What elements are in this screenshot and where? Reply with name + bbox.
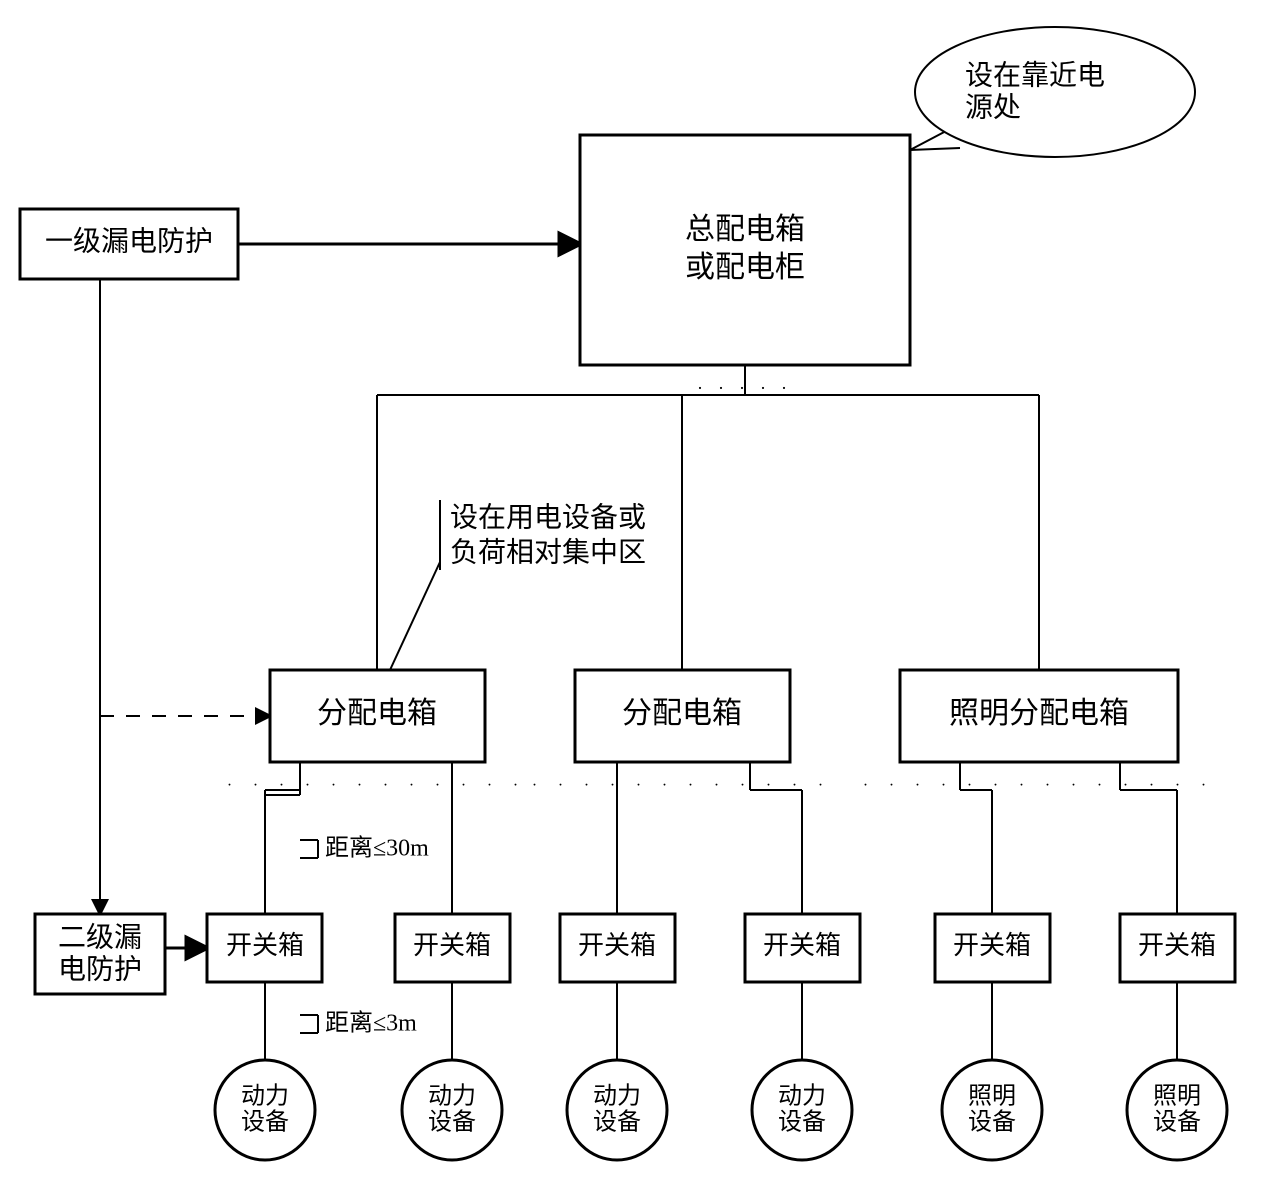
label-level1: 一级漏电防护 [45,225,213,257]
label-annotation1-line2: 负荷相对集中区 [450,536,646,568]
label-sw3: 开关箱 [578,931,656,960]
node-callout [915,27,1195,157]
svg-text:设备: 设备 [778,1109,826,1136]
label-callout-line1: 设在靠近电 [965,59,1105,91]
svg-text:设备: 设备 [428,1109,476,1136]
label-sw6: 开关箱 [1138,931,1216,960]
label-main-line1: 总配电箱 [685,213,805,246]
label-dist3: 照明分配电箱 [949,697,1129,730]
distance1-bracket [300,840,318,858]
node-dev2: 动力 设备 [402,1060,502,1160]
svg-text:设备: 设备 [968,1109,1016,1136]
label-level2-line1: 二级漏 [58,921,142,953]
node-dev1: 动力 设备 [215,1060,315,1160]
label-dist1: 分配电箱 [317,697,437,730]
label-sw4: 开关箱 [763,931,841,960]
node-dev5: 照明 设备 [942,1060,1042,1160]
label-level2-line2: 电防护 [58,953,142,985]
svg-text:设备: 设备 [1153,1109,1201,1136]
edge-annotation1 [390,562,440,670]
dist2-dots: . . . . . . . . . . . . [533,773,832,790]
label-main-line2: 或配电柜 [685,251,805,284]
label-callout-line2: 源处 [965,91,1021,123]
label-dist2: 分配电箱 [622,697,742,730]
svg-text:设备: 设备 [241,1109,289,1136]
node-dev4: 动力 设备 [752,1060,852,1160]
power-distribution-diagram: . . . . . . . . . . . . . . . . . . . . … [0,0,1280,1184]
dist1-dots: . . . . . . . . . . . . [228,773,527,790]
node-dev3: 动力 设备 [567,1060,667,1160]
node-dev6: 照明 设备 [1127,1060,1227,1160]
svg-text:动力: 动力 [428,1083,476,1110]
label-annotation1-line1: 设在用电设备或 [450,501,646,533]
label-sw1: 开关箱 [226,931,304,960]
svg-text:动力: 动力 [241,1083,289,1110]
label-sw5: 开关箱 [953,931,1031,960]
svg-text:动力: 动力 [593,1083,641,1110]
svg-text:照明: 照明 [1153,1084,1201,1110]
label-distance1: 距离≤30m [325,835,429,862]
svg-text:照明: 照明 [968,1084,1016,1110]
dist3-dots: . . . . . . . . . . . . . . [864,773,1215,790]
label-distance2: 距离≤3m [325,1010,417,1037]
distance2-bracket [300,1015,318,1033]
svg-text:设备: 设备 [593,1109,641,1136]
svg-text:动力: 动力 [778,1083,826,1110]
label-sw2: 开关箱 [413,931,491,960]
